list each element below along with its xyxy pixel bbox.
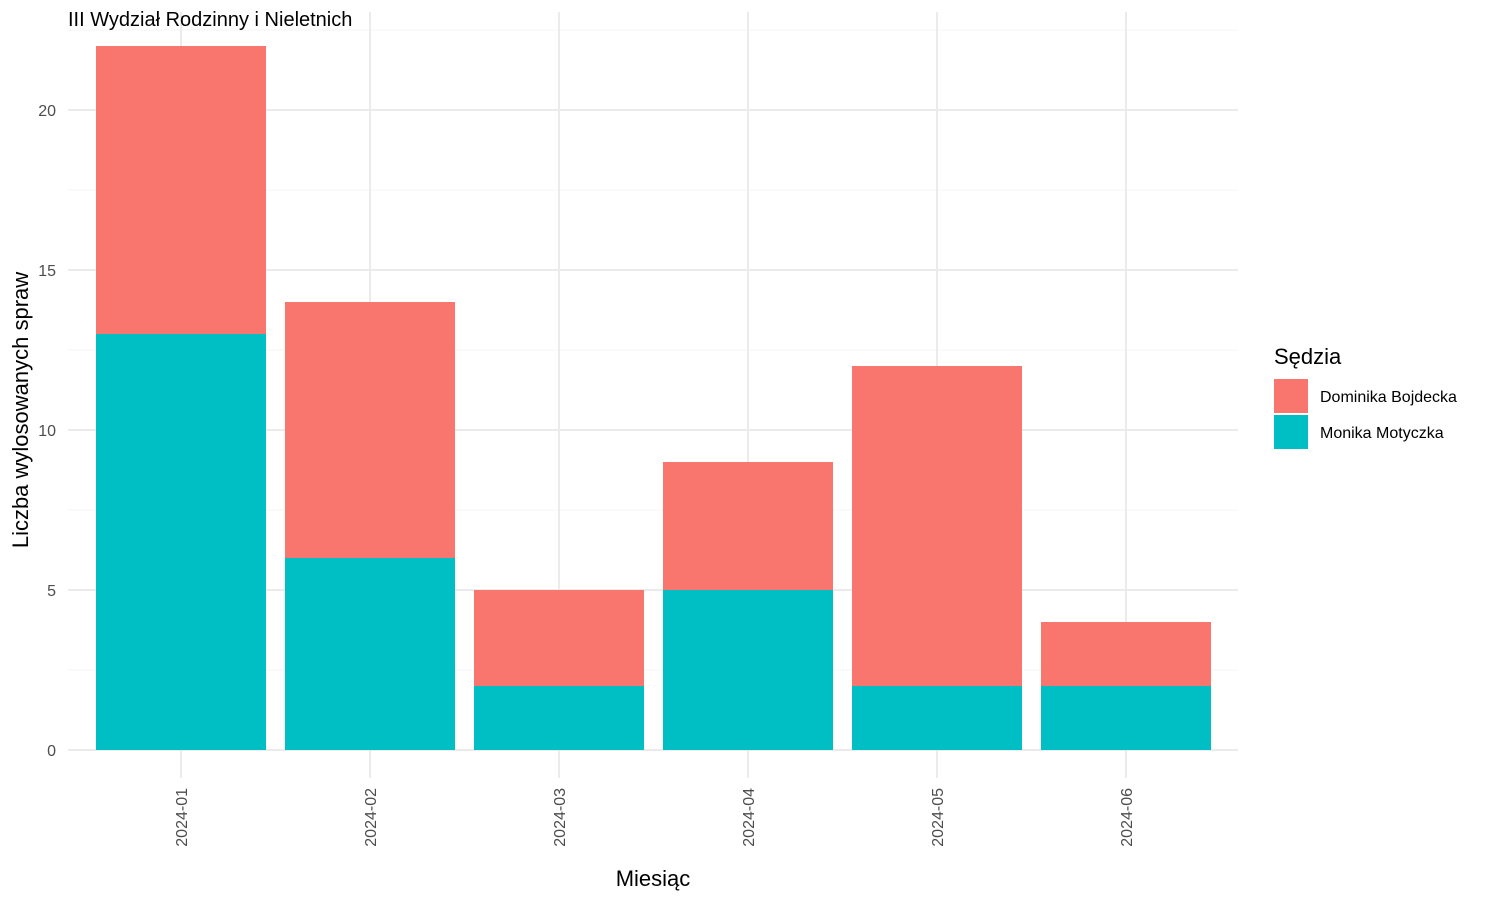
- bar-segment-2024-05-monika-motyczka: [852, 686, 1022, 750]
- y-tick-label: 15: [38, 263, 56, 280]
- bar-segment-2024-06-dominika-bojdecka: [1041, 622, 1211, 686]
- legend-label: Dominika Bojdecka: [1320, 389, 1457, 406]
- bars-layer: [96, 46, 1211, 750]
- legend-items: Dominika Bojdecka Monika Motyczka: [1274, 379, 1457, 449]
- legend: Sędzia Dominika Bojdecka Monika Motyczka: [1274, 344, 1457, 449]
- bar-segment-2024-04-dominika-bojdecka: [663, 462, 833, 590]
- legend-title: Sędzia: [1274, 344, 1342, 369]
- bar-segment-2024-01-dominika-bojdecka: [96, 46, 266, 334]
- chart-title: III Wydział Rodzinny i Nieletnich: [68, 9, 352, 31]
- x-tick-labels: 2024-01 2024-02 2024-03 2024-04 2024-05 2024-…: [174, 788, 1136, 847]
- bar-segment-2024-04-monika-motyczka: [663, 590, 833, 750]
- bar-segment-2024-02-dominika-bojdecka: [285, 302, 455, 558]
- bar-segment-2024-05-dominika-bojdecka: [852, 366, 1022, 686]
- legend-key-monika-motyczka: [1274, 415, 1308, 449]
- bar-segment-2024-02-monika-motyczka: [285, 558, 455, 750]
- bar-segment-2024-03-monika-motyczka: [474, 686, 644, 750]
- bar-segment-2024-01-monika-motyczka: [96, 334, 266, 750]
- x-tick-label: 2024-02: [363, 788, 380, 847]
- x-tick-label: 2024-05: [930, 788, 947, 847]
- y-tick-label: 0: [47, 743, 56, 760]
- y-axis-title: Liczba wylosowanych spraw: [8, 272, 33, 548]
- y-tick-label: 20: [38, 103, 56, 120]
- x-tick-label: 2024-03: [552, 788, 569, 847]
- legend-key-dominika-bojdecka: [1274, 379, 1308, 413]
- y-tick-label: 5: [47, 583, 56, 600]
- bar-segment-2024-06-monika-motyczka: [1041, 686, 1211, 750]
- y-tick-labels: 0 5 10 15 20: [38, 103, 56, 760]
- x-tick-label: 2024-06: [1119, 788, 1136, 847]
- legend-label: Monika Motyczka: [1320, 425, 1444, 442]
- bar-segment-2024-03-dominika-bojdecka: [474, 590, 644, 686]
- x-tick-label: 2024-01: [174, 788, 191, 847]
- x-axis-title: Miesiąc: [616, 866, 691, 891]
- x-tick-label: 2024-04: [741, 788, 758, 847]
- y-tick-label: 10: [38, 423, 56, 440]
